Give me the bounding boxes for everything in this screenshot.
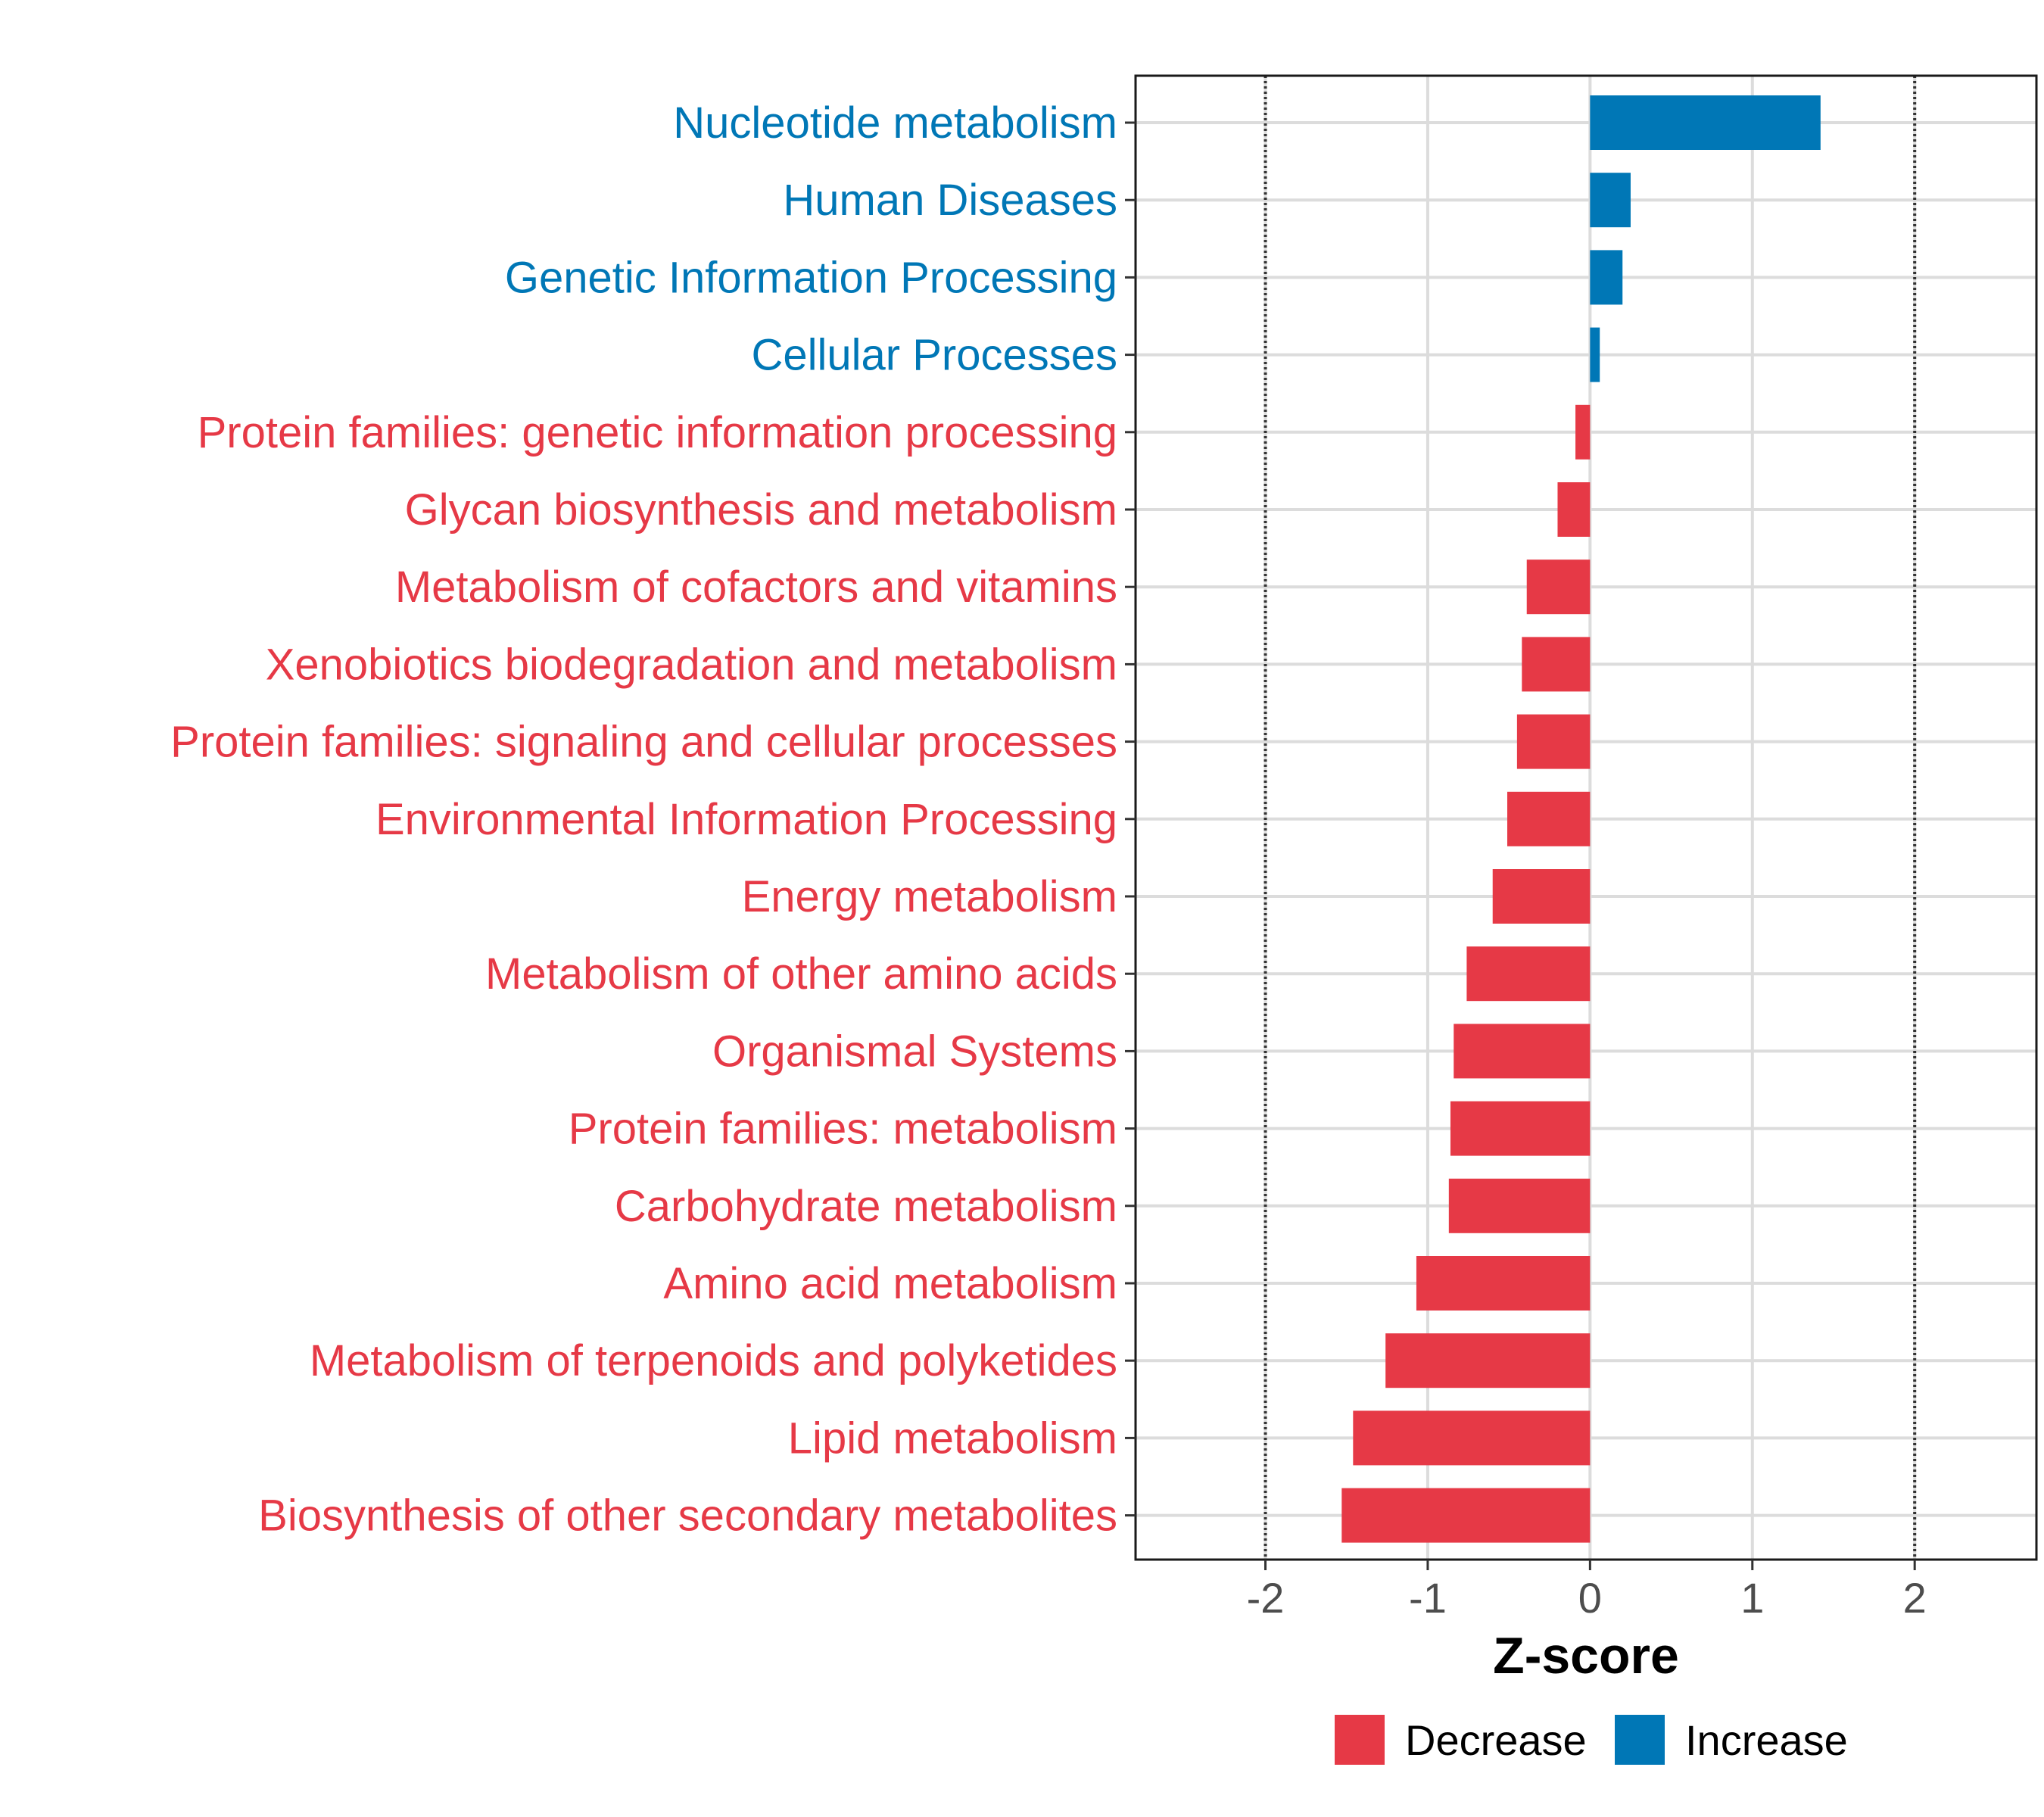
x-tick-label: 2: [1903, 1574, 1927, 1622]
bar: [1385, 1333, 1591, 1388]
bar: [1353, 1410, 1591, 1466]
bar: [1341, 1488, 1591, 1543]
category-label: Human Diseases: [783, 176, 1117, 225]
legend: Decrease Increase: [1335, 1715, 1848, 1765]
category-label: Metabolism of other amino acids: [485, 949, 1117, 999]
category-label: Genetic Information Processing: [505, 253, 1117, 302]
category-label: Protein families: genetic information pr…: [198, 408, 1117, 457]
category-label: Amino acid metabolism: [663, 1259, 1117, 1308]
bar: [1522, 637, 1591, 692]
category-label: Protein families: signaling and cellular…: [170, 718, 1117, 767]
bar: [1448, 1178, 1591, 1233]
category-labels: Nucleotide metabolism Human Diseases Genet…: [170, 98, 1136, 1541]
bar: [1450, 1101, 1591, 1156]
x-tick-label: -2: [1247, 1574, 1285, 1622]
bar: [1416, 1256, 1591, 1311]
bar: [1590, 250, 1623, 305]
bar: [1590, 173, 1631, 228]
bar: [1492, 869, 1591, 924]
category-label: Carbohydrate metabolism: [615, 1182, 1117, 1231]
legend-swatch-decrease: [1335, 1715, 1385, 1765]
category-label: Energy metabolism: [742, 872, 1117, 921]
x-tick-label: -1: [1409, 1574, 1447, 1622]
category-label: Environmental Information Processing: [375, 795, 1117, 844]
bar: [1454, 1024, 1591, 1079]
category-label: Metabolism of cofactors and vitamins: [395, 563, 1117, 612]
bar: [1466, 946, 1591, 1002]
legend-label-increase: Increase: [1685, 1716, 1848, 1764]
reference-lines: [1263, 76, 1917, 1560]
category-label: Biosynthesis of other secondary metaboli…: [258, 1491, 1117, 1541]
category-label: Glycan biosynthesis and metabolism: [405, 485, 1117, 535]
x-tick-label: 0: [1578, 1574, 1602, 1622]
category-label: Cellular Processes: [751, 331, 1117, 380]
bar: [1590, 95, 1821, 150]
category-label: Nucleotide metabolism: [673, 98, 1117, 148]
category-label: Protein families: metabolism: [569, 1105, 1117, 1154]
category-label: Lipid metabolism: [788, 1413, 1117, 1463]
bar: [1590, 327, 1600, 382]
x-tick-label: 1: [1740, 1574, 1764, 1622]
legend-swatch-increase: [1615, 1715, 1665, 1765]
bar: [1575, 404, 1591, 460]
x-axis-title: Z-score: [1493, 1627, 1679, 1685]
panel-border: [1134, 74, 2038, 1561]
x-axis: -2 -1 0 1 2: [1247, 1560, 1927, 1622]
legend-label-decrease: Decrease: [1405, 1716, 1587, 1764]
bar: [1507, 791, 1591, 846]
bar: [1526, 559, 1591, 615]
bar: [1557, 482, 1591, 537]
category-label: Xenobiotics biodegradation and metabolis…: [266, 640, 1117, 689]
bars: [1341, 95, 1821, 1543]
category-label: Metabolism of terpenoids and polyketides: [310, 1336, 1117, 1385]
category-label: Organismal Systems: [712, 1027, 1117, 1076]
bar: [1516, 714, 1591, 769]
